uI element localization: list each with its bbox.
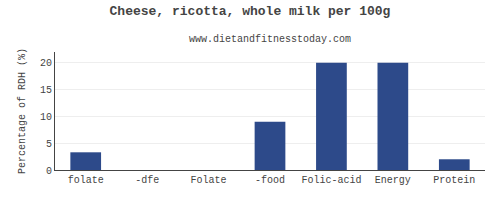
svg-text:Folate: Folate (191, 175, 227, 186)
svg-text:5: 5 (46, 139, 52, 150)
svg-text:folate: folate (68, 175, 104, 186)
svg-text:20: 20 (40, 58, 52, 69)
svg-text:Cheese, ricotta, whole milk pe: Cheese, ricotta, whole milk per 100g (110, 4, 391, 19)
svg-text:10: 10 (40, 112, 52, 123)
svg-text:0: 0 (46, 166, 52, 177)
svg-text:-dfe: -dfe (135, 175, 159, 186)
svg-text:-food: -food (255, 175, 285, 186)
svg-text:www.dietandfitnesstoday.com: www.dietandfitnesstoday.com (189, 34, 351, 45)
svg-text:Folic-acid: Folic-acid (301, 175, 361, 186)
svg-text:Percentage of RDH (%): Percentage of RDH (%) (17, 48, 28, 174)
svg-text:Energy: Energy (375, 175, 411, 186)
svg-text:15: 15 (40, 85, 52, 96)
svg-text:Protein: Protein (433, 175, 475, 186)
